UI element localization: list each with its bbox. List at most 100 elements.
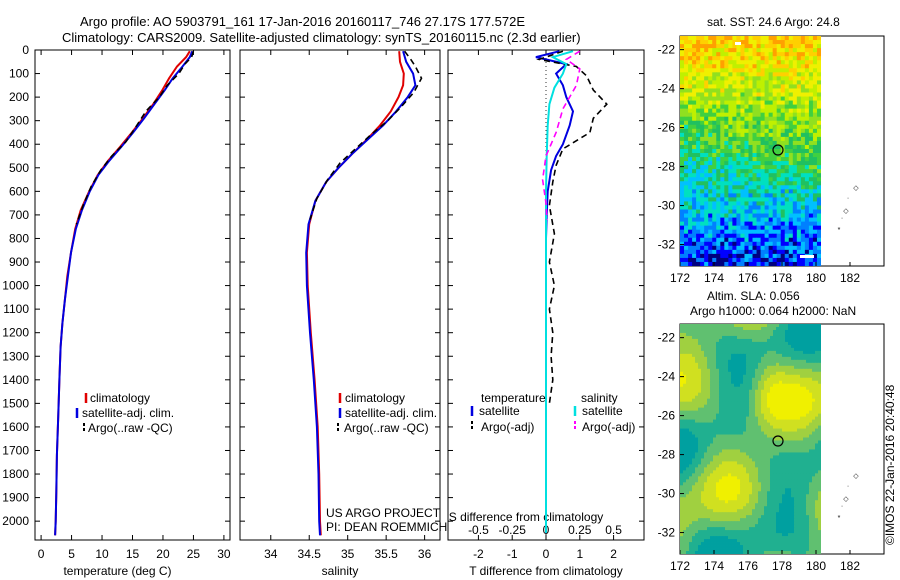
sla-cell: [773, 479, 777, 483]
sla-cell: [797, 353, 801, 358]
sla-cell: [755, 392, 759, 397]
sla-cell: [794, 488, 798, 492]
sla-cell: [794, 407, 798, 412]
sla-cell: [815, 392, 819, 397]
sla-cell: [725, 422, 729, 426]
sla-cell: [737, 407, 741, 412]
sst-cell: [728, 40, 733, 45]
sst-cell: [756, 36, 761, 41]
sst-cell: [780, 60, 786, 65]
sla-cell: [797, 464, 801, 468]
sst-cell: [808, 108, 814, 114]
sla-cell: [689, 452, 693, 456]
sst-cell: [776, 161, 782, 166]
sst-cell: [680, 40, 685, 45]
sst-cell: [728, 84, 733, 89]
sst-cell: [688, 40, 693, 45]
sla-cell: [704, 368, 708, 373]
sst-cell: [712, 249, 717, 255]
sst-cell: [716, 201, 721, 206]
sla-cell: [689, 362, 693, 367]
sst-cell: [764, 128, 770, 134]
sst-cell: [760, 96, 765, 101]
sst-cell: [712, 92, 717, 97]
sla-cell: [743, 473, 747, 477]
sla-cell: [746, 446, 750, 450]
sla-cell: [809, 464, 813, 468]
sla-cell: [764, 389, 768, 394]
sla-cell: [749, 470, 753, 474]
sst-cell: [680, 177, 685, 182]
sla-cell: [716, 428, 720, 432]
sla-cell: [788, 470, 792, 474]
sla-cell: [731, 476, 735, 480]
sla-cell: [701, 461, 705, 465]
sla-cell: [794, 449, 798, 453]
sst-cell: [732, 253, 737, 259]
sst-cell: [716, 48, 721, 53]
sla-cell: [809, 365, 813, 370]
sst-cell: [780, 161, 786, 166]
sst-cell: [696, 40, 701, 45]
sla-cell: [779, 386, 783, 391]
sla-cell: [680, 446, 684, 450]
sla-cell: [728, 437, 732, 441]
sst-cell: [724, 173, 729, 178]
sst-cell: [712, 132, 717, 138]
sla-cell: [698, 494, 702, 498]
sst-cell: [740, 140, 745, 146]
sla-cell: [686, 398, 690, 403]
sst-cell: [688, 201, 693, 206]
sst-cell: [792, 257, 798, 263]
sla-cell: [746, 383, 750, 388]
sla-cell: [800, 485, 804, 489]
sla-cell: [710, 326, 714, 331]
sst-cell: [684, 36, 689, 41]
sst-cell: [796, 124, 802, 130]
sst-cell: [684, 112, 689, 118]
sla-cell: [767, 365, 771, 370]
sla-cell: [800, 413, 804, 417]
sla-cell: [770, 449, 774, 453]
sla-cell: [782, 326, 786, 331]
sla-cell: [680, 359, 684, 364]
sst-cell: [744, 92, 749, 97]
sla-cell: [719, 392, 723, 397]
sla-cell: [773, 449, 777, 453]
sla-cell: [722, 374, 726, 379]
sla-cell: [770, 374, 774, 379]
sst-cell: [728, 237, 733, 243]
sst-cell: [696, 96, 701, 101]
sla-cell: [719, 473, 723, 477]
sla-cell: [803, 353, 807, 358]
sla-cell: [764, 440, 768, 444]
sst-cell: [816, 88, 821, 93]
sst-cell: [780, 245, 786, 251]
sla-cell: [791, 452, 795, 456]
sst-cell: [744, 48, 749, 53]
sst-cell: [808, 257, 814, 263]
sst-cell: [760, 104, 765, 110]
sla-cell: [809, 479, 813, 483]
sst-cell: [680, 229, 685, 235]
sla-cell: [731, 386, 735, 391]
sla-cell: [815, 479, 819, 483]
sla-cell: [695, 425, 699, 429]
x-tick-label: 20: [156, 547, 170, 561]
map-y-tick-label: -24: [658, 82, 676, 96]
sst-cell: [756, 112, 761, 118]
sst-cell: [736, 189, 741, 194]
sst-cell: [748, 64, 753, 69]
sst-cell: [796, 233, 802, 239]
sla-cell: [755, 422, 759, 426]
sla-cell: [698, 359, 702, 364]
sla-cell: [803, 452, 807, 456]
sla-cell: [764, 476, 768, 480]
sla-cell: [815, 419, 819, 423]
sla-cell: [746, 494, 750, 498]
sla-cell: [707, 365, 711, 370]
y-tick-label: 1200: [2, 326, 29, 340]
sst-cell: [716, 249, 721, 255]
sla-cell: [731, 431, 735, 435]
sla-cell: [722, 473, 726, 477]
